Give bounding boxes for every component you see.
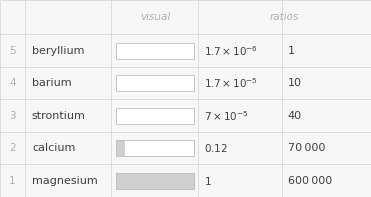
Text: 1: 1 (288, 46, 295, 56)
Text: $1.7\times10^{-6}$: $1.7\times10^{-6}$ (204, 44, 258, 58)
Text: barium: barium (32, 78, 72, 88)
Bar (116, 75, 194, 91)
Bar (116, 173, 194, 189)
Text: visual: visual (140, 12, 170, 22)
Text: $1$: $1$ (204, 175, 212, 187)
Text: calcium: calcium (32, 143, 75, 153)
Bar (116, 173, 194, 189)
Text: 5: 5 (9, 46, 16, 56)
Text: 70 000: 70 000 (288, 143, 325, 153)
Bar (116, 140, 194, 156)
Text: magnesium: magnesium (32, 176, 98, 186)
Text: $1.7\times10^{-5}$: $1.7\times10^{-5}$ (204, 76, 258, 90)
Bar (116, 108, 194, 124)
Text: 4: 4 (9, 78, 16, 88)
Bar (116, 140, 194, 156)
Text: 40: 40 (288, 111, 302, 121)
Text: 2: 2 (9, 143, 16, 153)
Text: 10: 10 (288, 78, 302, 88)
Text: ratios: ratios (270, 12, 299, 22)
Text: $0.12$: $0.12$ (204, 142, 228, 154)
Bar (116, 140, 125, 156)
Text: $7\times10^{-5}$: $7\times10^{-5}$ (204, 109, 249, 123)
Text: strontium: strontium (32, 111, 86, 121)
Text: 1: 1 (9, 176, 16, 186)
Bar (116, 43, 194, 59)
Bar (116, 173, 194, 189)
Text: 3: 3 (9, 111, 16, 121)
Text: 600 000: 600 000 (288, 176, 332, 186)
Text: beryllium: beryllium (32, 46, 85, 56)
